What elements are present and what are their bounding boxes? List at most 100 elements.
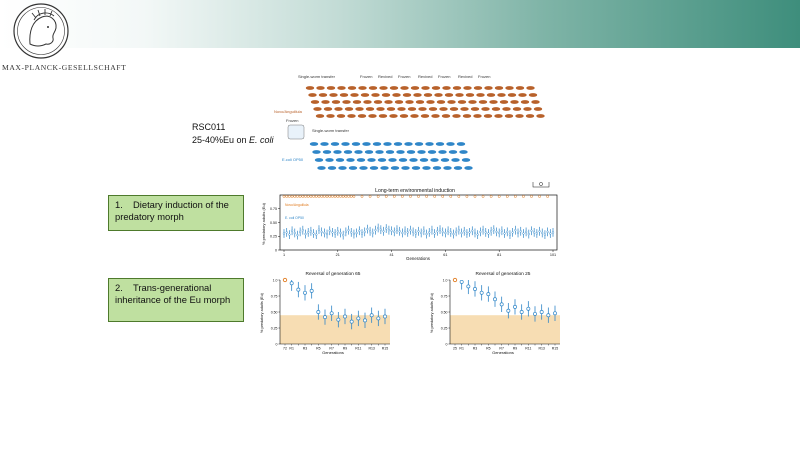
petri-dish — [318, 93, 328, 97]
x-tick-label: R5 — [486, 347, 491, 351]
induced-point — [392, 195, 396, 198]
petri-dish — [473, 86, 483, 90]
data-point — [457, 229, 460, 232]
petri-dish — [439, 107, 448, 111]
data-point — [316, 310, 321, 314]
long-term-induction-chart: Long-term environmental induction Novo/A… — [261, 182, 558, 261]
y-tick-label: 0.25 — [271, 326, 278, 330]
data-point — [363, 318, 367, 323]
petri-dish — [309, 142, 319, 146]
data-point — [325, 232, 329, 236]
petri-dish — [515, 114, 524, 118]
data-point — [409, 229, 412, 232]
label-single-worm-top: Single-worm transfer — [298, 74, 336, 79]
data-point — [363, 230, 366, 233]
data-point — [369, 313, 374, 318]
petri-dish — [321, 100, 330, 104]
petri-dish — [489, 100, 498, 104]
data-point — [506, 308, 511, 313]
petri-dish — [320, 142, 329, 146]
petri-dish — [341, 142, 350, 146]
label-ecoli: E.coli OP50 — [282, 157, 304, 162]
petri-dish — [385, 150, 395, 154]
petri-dish — [347, 114, 356, 118]
data-point — [303, 290, 307, 295]
schematic-top-plates — [305, 86, 545, 118]
petri-dish — [330, 142, 340, 146]
petri-dish — [376, 107, 385, 111]
petri-dish — [373, 100, 383, 104]
y-tick-label: 0.75 — [270, 207, 277, 211]
petri-dish — [520, 100, 530, 104]
induced-point — [433, 195, 436, 198]
petri-dish — [453, 166, 463, 170]
x-tick-label: R3 — [473, 347, 478, 351]
induced-point — [293, 195, 297, 198]
data-point — [513, 304, 517, 309]
induced-point — [339, 195, 342, 198]
callout-transgenerational: 2. Trans-generational inheritance of the … — [108, 278, 244, 322]
reversal-65-chart: Reversal of generation 65 % predatory ad… — [260, 271, 390, 355]
induced-point — [347, 195, 350, 198]
petri-dish — [335, 158, 345, 162]
schematic-frozen-box — [287, 124, 305, 140]
petri-dish — [494, 86, 504, 90]
induced-point — [285, 195, 289, 198]
petri-dish — [446, 142, 455, 146]
y-tick-label: 0.25 — [441, 326, 448, 330]
data-point — [487, 232, 490, 235]
data-point — [484, 231, 487, 234]
data-point — [524, 230, 528, 233]
data-point — [441, 230, 444, 233]
data-point — [299, 230, 302, 233]
data-point — [336, 317, 341, 322]
induced-point — [349, 195, 353, 198]
data-point — [329, 311, 334, 316]
data-point — [385, 227, 388, 230]
petri-dish — [459, 150, 468, 154]
baseline-shade — [450, 315, 560, 344]
header-gradient-bar — [0, 0, 800, 48]
data-point — [465, 232, 469, 235]
petri-dish — [347, 86, 357, 90]
x-axis-label: Generations — [406, 256, 431, 261]
petri-dish — [389, 114, 398, 118]
petri-dish — [405, 100, 414, 104]
data-point — [473, 287, 477, 291]
data-point — [366, 227, 369, 231]
petri-dish — [401, 166, 410, 170]
petri-dish — [317, 166, 326, 170]
petri-dish — [410, 86, 420, 90]
petri-dish — [449, 107, 459, 111]
petri-dish — [455, 93, 464, 97]
petri-dish — [431, 86, 441, 90]
petri-dish — [313, 107, 322, 111]
data-point — [323, 231, 326, 235]
induced-point — [530, 195, 533, 198]
data-point — [417, 230, 420, 233]
data-point — [320, 230, 323, 233]
x-tick-label: R11 — [525, 347, 531, 351]
petri-dish — [507, 93, 517, 97]
petri-dish — [310, 100, 320, 104]
petri-dish — [339, 93, 349, 97]
label-revived-top-3: Revived — [458, 74, 472, 79]
petri-dish — [384, 100, 393, 104]
petri-dish — [443, 166, 452, 170]
y-tick-label: 0.50 — [270, 221, 277, 225]
data-point — [403, 229, 407, 232]
petri-dish — [333, 150, 342, 154]
data-point — [486, 292, 491, 297]
data-point — [343, 314, 347, 319]
data-point — [309, 288, 314, 293]
petri-dish — [356, 158, 366, 162]
label-revived-top: Revived — [378, 74, 392, 79]
petri-dish — [504, 114, 514, 118]
data-point — [398, 230, 401, 233]
induced-point — [298, 195, 302, 198]
minerva-seal-icon — [13, 3, 69, 59]
petri-dish — [528, 93, 538, 97]
strain-info: RSC011 25-40%Eu on E. coli — [192, 121, 274, 147]
data-point — [546, 313, 551, 318]
label-frozen-top: Frozen — [360, 74, 372, 79]
